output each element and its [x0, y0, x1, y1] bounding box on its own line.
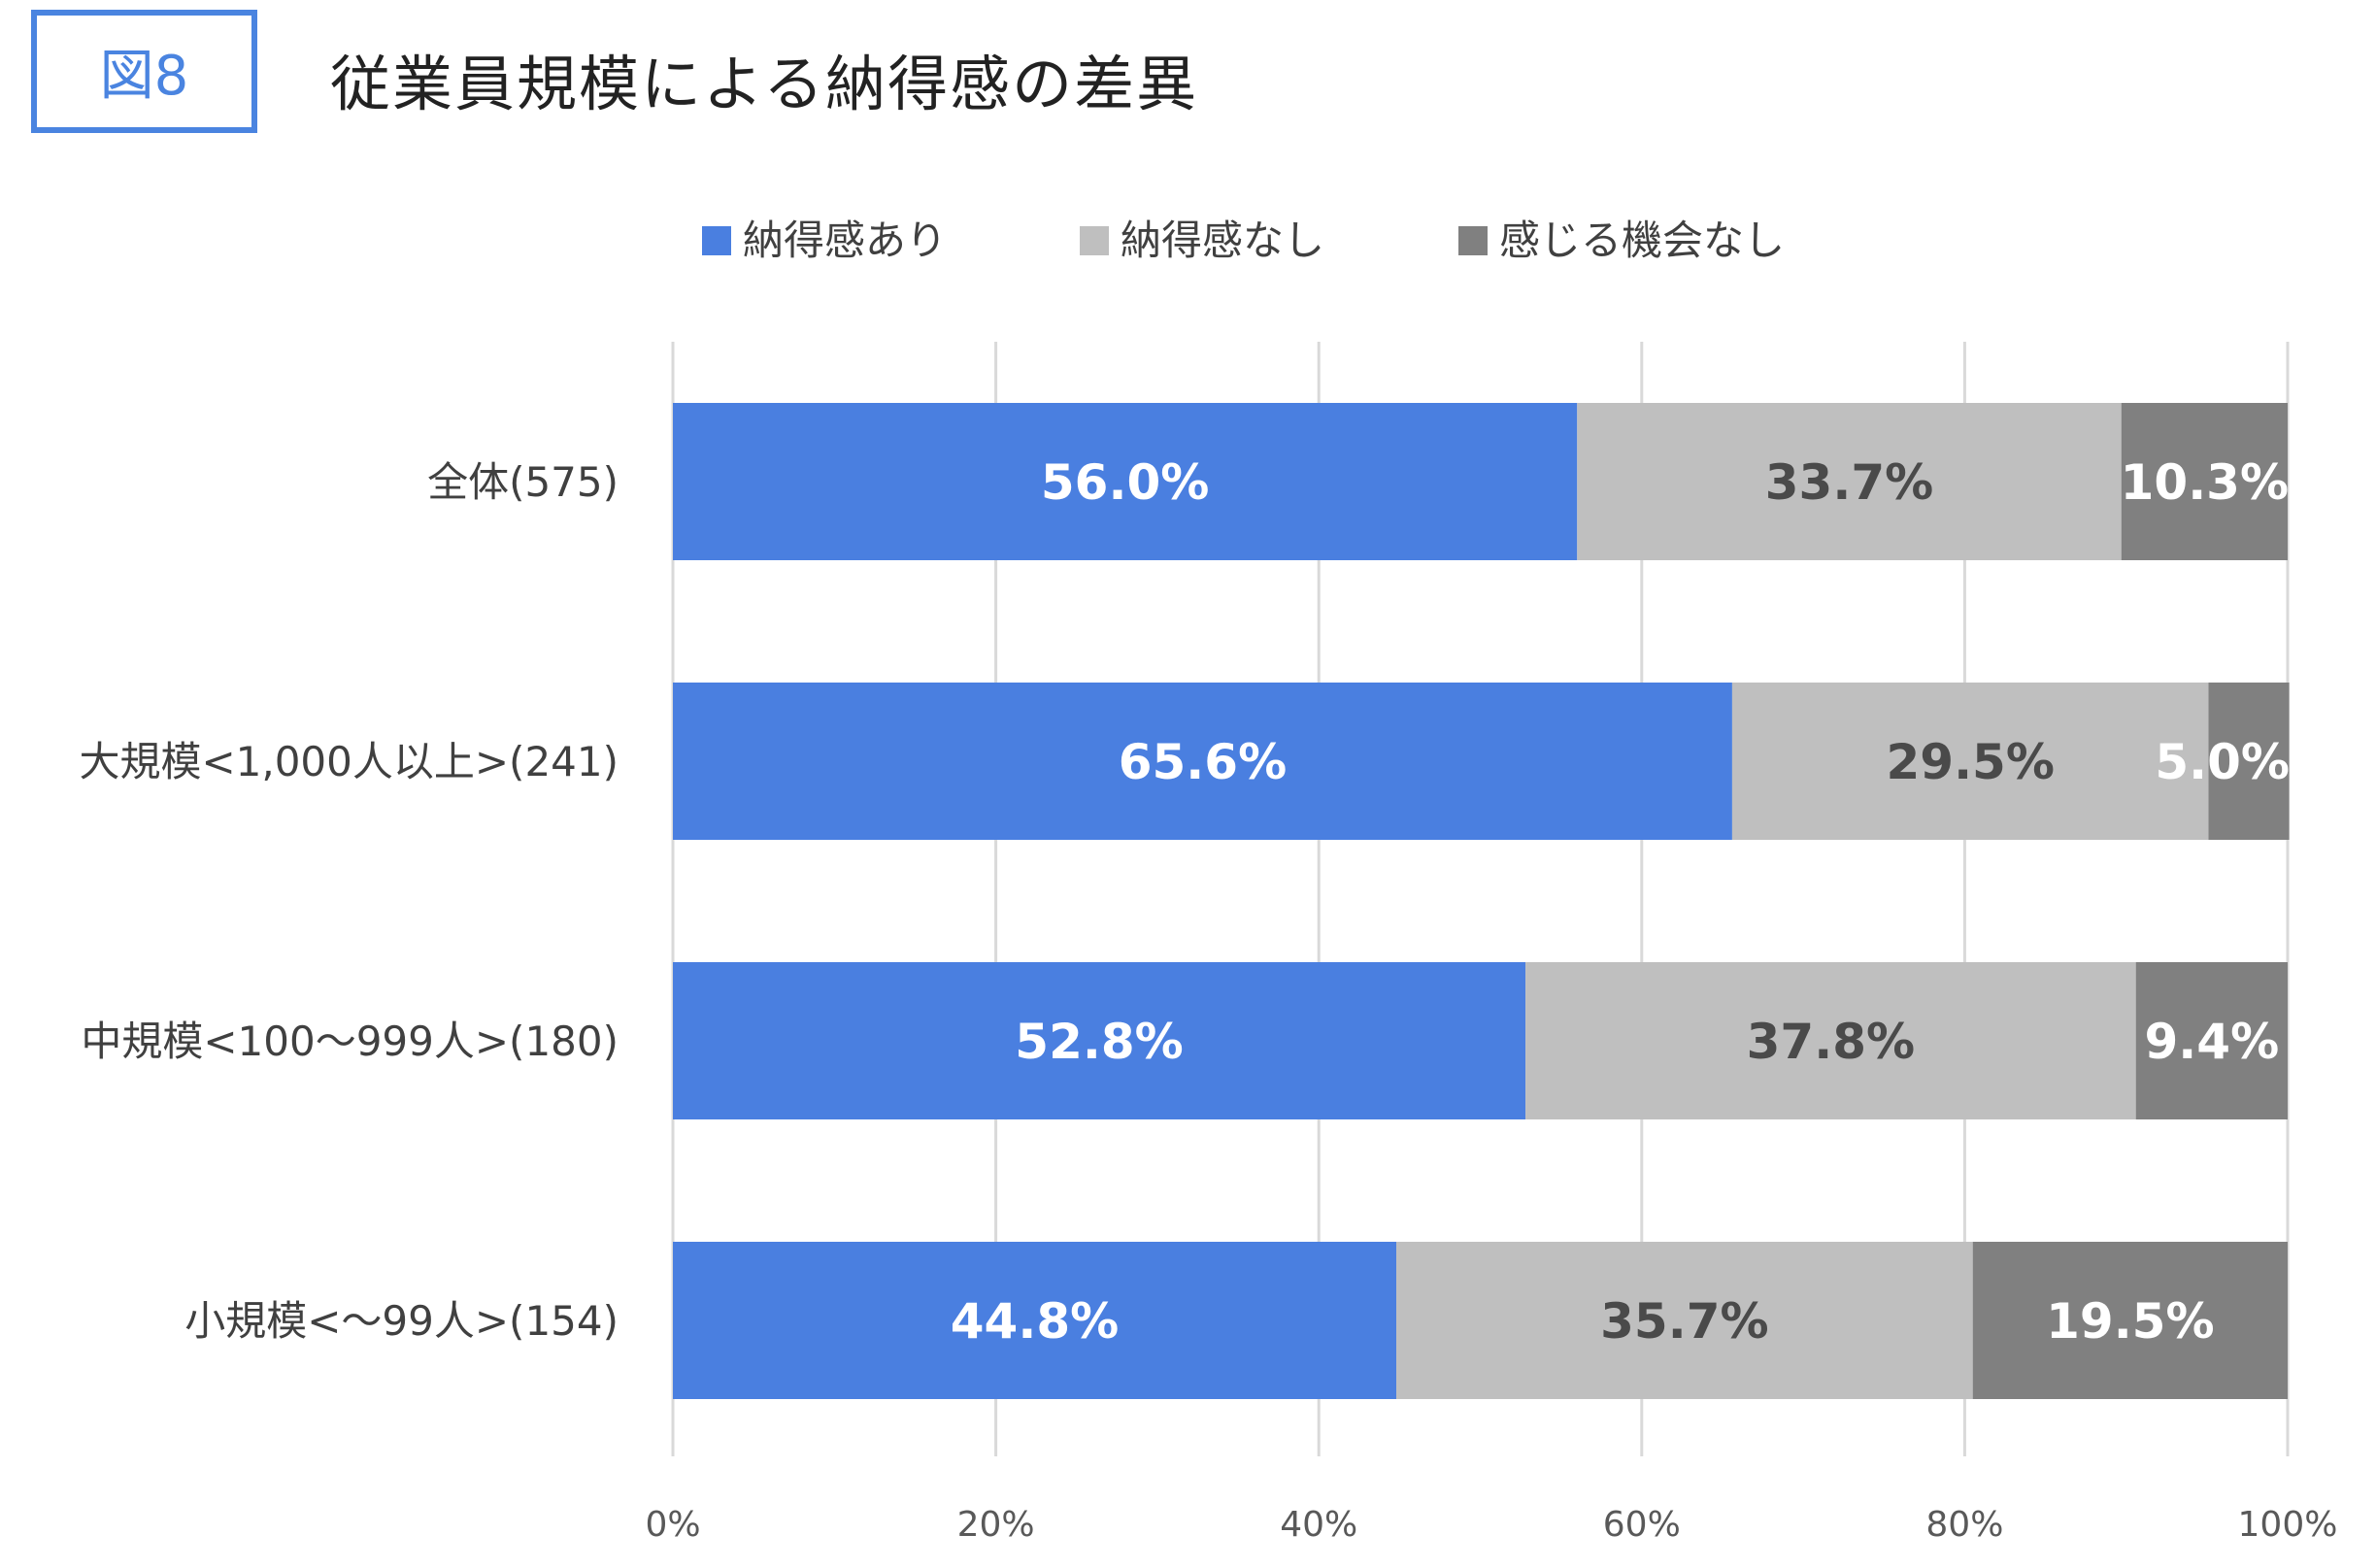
- legend-item: 納得感あり: [702, 217, 947, 264]
- data-label: 52.8%: [1015, 1014, 1183, 1070]
- legend-label: 納得感なし: [1121, 217, 1324, 264]
- data-label: 9.4%: [2145, 1014, 2280, 1070]
- bar-segment: [1577, 403, 2122, 560]
- category-label: 全体(575): [427, 458, 619, 506]
- x-axis-ticks: 0% 20% 40% 60% 80% 100%: [645, 1505, 2337, 1545]
- bar-segment: [1972, 1242, 2288, 1399]
- x-tick-label: 40%: [1280, 1505, 1357, 1545]
- bar-segment: [2135, 962, 2288, 1119]
- data-label: 37.8%: [1747, 1014, 1915, 1070]
- data-label: 10.3%: [2121, 454, 2289, 511]
- data-label: 35.7%: [1600, 1293, 1768, 1350]
- data-label: 19.5%: [2046, 1293, 2214, 1350]
- category-labels: 全体(575) 大規模<1,000人以上>(241) 中規模<100〜999人>(1…: [79, 458, 619, 1345]
- legend-swatch: [1080, 226, 1109, 255]
- legend-item: 感じる機会なし: [1458, 217, 1785, 264]
- bar-segment: [2121, 403, 2288, 560]
- bar-segment: [673, 962, 1526, 1119]
- x-tick-label: 80%: [1925, 1505, 2003, 1545]
- data-label: 33.7%: [1765, 454, 1933, 511]
- category-label: 大規模<1,000人以上>(241): [79, 738, 619, 785]
- legend-swatch: [702, 226, 731, 255]
- bars: 56.0% 33.7% 10.3% 65.6% 29.5% 5.0% 52.8% 37.8% 9…: [673, 403, 2290, 1399]
- data-label: 44.8%: [951, 1293, 1119, 1350]
- bar-segment: [673, 1242, 1397, 1399]
- data-label: 65.6%: [1119, 734, 1287, 790]
- category-label: 中規模<100〜999人>(180): [81, 1018, 619, 1065]
- legend-label: 感じる機会なし: [1499, 217, 1785, 264]
- bar-segment: [2208, 683, 2290, 840]
- bar-segment: [1396, 1242, 1973, 1399]
- data-label: 5.0%: [2155, 734, 2290, 790]
- data-label: 29.5%: [1886, 734, 2054, 790]
- data-label: 56.0%: [1041, 454, 1209, 511]
- legend-item: 納得感なし: [1080, 217, 1324, 264]
- legend-label: 納得感あり: [743, 217, 947, 264]
- bar-segment: [1731, 683, 2209, 840]
- bar-segment: [673, 683, 1732, 840]
- bar-segment: [673, 403, 1578, 560]
- bar-segment: [1525, 962, 2136, 1119]
- x-tick-label: 100%: [2238, 1505, 2338, 1545]
- x-tick-label: 60%: [1603, 1505, 1681, 1545]
- figure-badge: 図8: [31, 10, 257, 133]
- category-label: 小規模<〜99人>(154): [184, 1297, 619, 1345]
- legend: 納得感あり 納得感なし 感じる機会なし: [702, 217, 1785, 264]
- figure-title: 従業員規模による納得感の差異: [330, 49, 1199, 119]
- legend-swatch: [1458, 226, 1488, 255]
- figure-badge-label: 図8: [99, 45, 189, 108]
- x-tick-label: 0%: [645, 1505, 700, 1545]
- x-tick-label: 20%: [957, 1505, 1035, 1545]
